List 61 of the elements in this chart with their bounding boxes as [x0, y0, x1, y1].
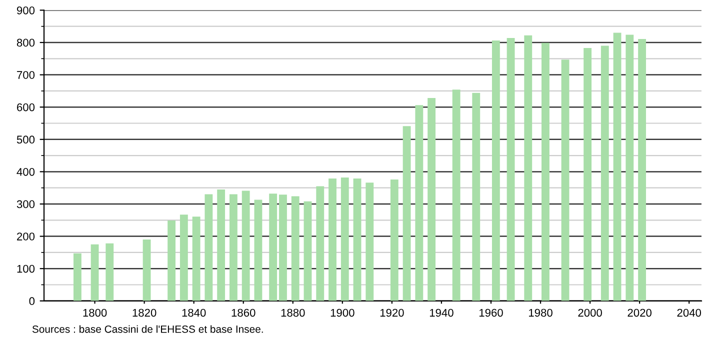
- bar: [390, 179, 398, 301]
- bar: [316, 186, 324, 301]
- x-tick-label: 2000: [578, 308, 602, 317]
- source-note: Sources : base Cassini de l'EHESS et base Insee.: [32, 325, 263, 333]
- x-tick-label: 1860: [232, 308, 256, 317]
- bar: [472, 92, 480, 301]
- bar: [304, 201, 312, 301]
- bar: [204, 194, 213, 301]
- bar: [106, 243, 114, 301]
- bar: [73, 253, 82, 301]
- x-tick-label: 1980: [529, 308, 552, 317]
- bar: [366, 182, 374, 301]
- bar: [524, 35, 532, 301]
- x-tick-label: 1920: [380, 308, 404, 317]
- y-tick-label: 700: [17, 71, 35, 79]
- bar: [254, 200, 262, 301]
- bar: [168, 220, 176, 301]
- x-tick-label: 1880: [281, 308, 305, 317]
- bar: [638, 38, 646, 301]
- bar: [279, 194, 287, 301]
- y-tick-label: 800: [16, 38, 35, 47]
- bar: [402, 126, 411, 301]
- y-tick-label: 500: [16, 136, 35, 144]
- bar: [428, 98, 436, 301]
- bar: [142, 240, 151, 301]
- x-tick-label: 2040: [677, 308, 702, 317]
- bar: [492, 40, 500, 301]
- bar: [415, 105, 424, 301]
- y-tick-label: 400: [16, 168, 35, 176]
- x-tick-label: 1840: [182, 308, 206, 317]
- y-tick-label: 900: [16, 6, 35, 14]
- bar: [584, 48, 592, 301]
- x-tick-label: 1820: [132, 308, 156, 317]
- bar: [328, 178, 336, 301]
- y-tick-label: 200: [17, 232, 35, 240]
- bar: [192, 216, 200, 301]
- bar: [340, 178, 349, 301]
- bar: [452, 90, 460, 301]
- bar: [90, 244, 99, 301]
- bar: [291, 196, 300, 301]
- bar: [180, 214, 188, 301]
- x-tick-label: 1940: [430, 308, 454, 317]
- bar: [242, 190, 250, 301]
- bar: [269, 194, 278, 301]
- bar: [600, 46, 609, 301]
- x-tick-label: 1800: [83, 308, 107, 317]
- bar: [229, 194, 238, 301]
- bar: [353, 178, 362, 301]
- x-tick-label: 1900: [330, 308, 354, 317]
- x-tick-label: 1960: [479, 308, 503, 317]
- y-tick-label: 300: [16, 200, 35, 208]
- bar: [506, 38, 515, 301]
- bar: [217, 189, 226, 301]
- y-tick-label: 0: [29, 297, 35, 306]
- bar: [561, 60, 570, 301]
- y-tick-label: 600: [17, 103, 35, 112]
- bar: [626, 34, 634, 301]
- y-tick-label: 100: [17, 264, 35, 273]
- bar: [542, 42, 550, 301]
- x-tick-label: 2020: [628, 308, 652, 317]
- bar: [613, 32, 622, 301]
